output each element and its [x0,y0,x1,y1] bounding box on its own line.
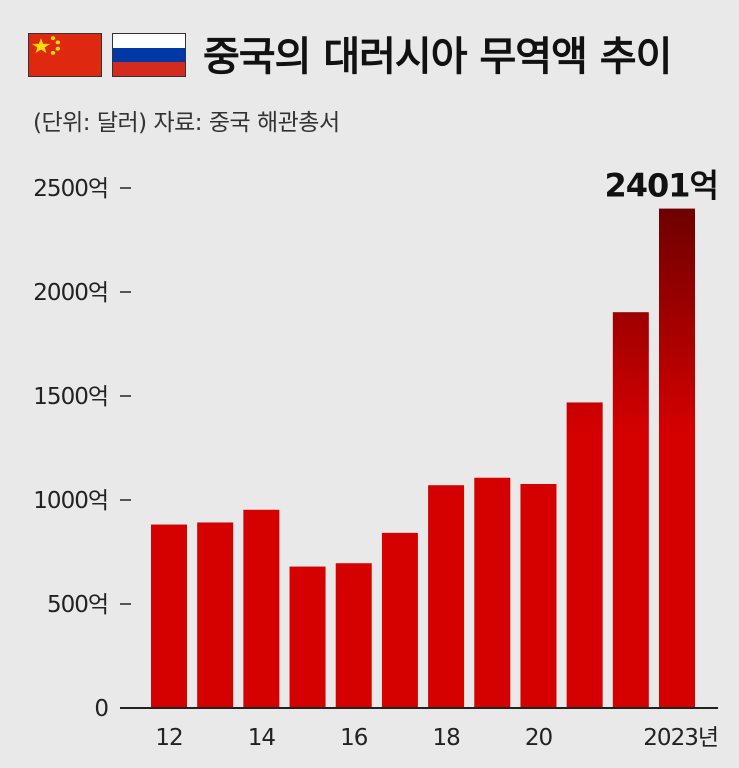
x-tick-label: 18 [432,725,460,751]
x-tick-label: 2023년 [643,725,718,751]
y-tick-label: 2500억 [33,176,108,202]
x-tick-label: 12 [155,725,182,751]
bar-2016 [335,563,372,708]
bar-2014 [243,509,280,708]
chart-header: 중국의 대러시아 무역액 추이 (단위: 달러) 자료: 중국 해관총서 [0,0,739,140]
bar-2020 [520,483,557,708]
y-tick-label: 1000억 [33,488,108,514]
bar-2019 [474,477,511,708]
bar-2021 [566,402,603,708]
bar-2023 [659,208,695,709]
y-tick-label: 0 [94,696,108,722]
bars [151,208,695,709]
x-tick-label: 14 [248,725,276,751]
bar-2018 [428,485,465,708]
x-axis: 12 14 16 18 20 2023년 [120,707,719,751]
x-tick-label: 16 [340,725,368,751]
y-tick-label: 500억 [47,592,108,618]
bar-2022 [612,312,649,708]
chart-subtitle: (단위: 달러) 자료: 중국 해관총서 [33,110,340,136]
china-flag-icon [28,33,102,77]
x-tick-label: 20 [525,725,553,751]
bar-2017 [381,532,418,708]
bar-2012 [151,524,187,708]
chart-title: 중국의 대러시아 무역액 추이 [203,34,672,80]
y-tick-label: 2000억 [33,280,108,306]
y-tick-label: 1500억 [33,384,108,410]
bar-2015 [289,566,326,708]
russia-flag-icon [112,33,186,77]
bar-2013 [197,522,234,708]
data-label-2023: 2401억 [604,167,718,205]
data-labels: 2401억 [604,167,719,205]
y-axis: 0 500억 1000억 1500억 2000억 2500억 [33,176,131,722]
